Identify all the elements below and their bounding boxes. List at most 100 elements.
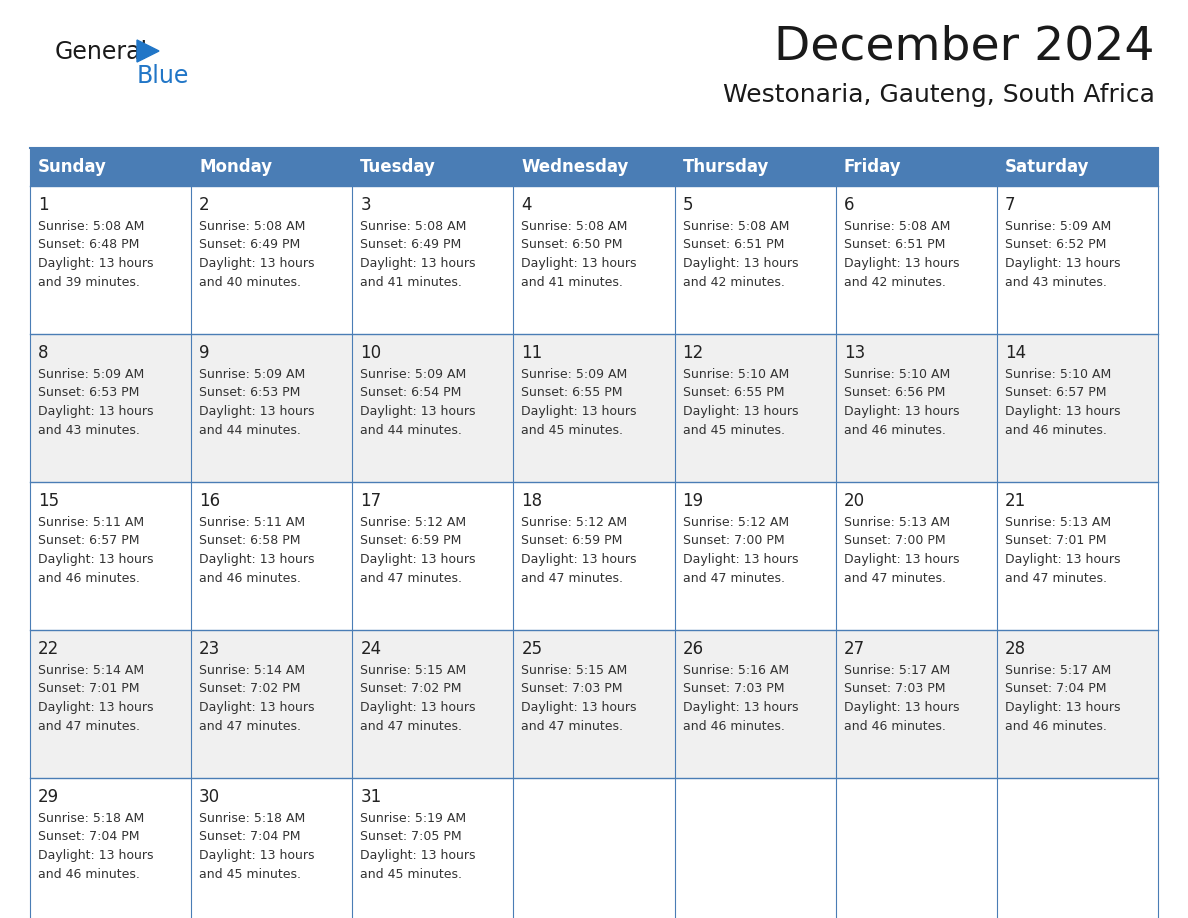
Text: Sunset: 7:03 PM: Sunset: 7:03 PM (843, 682, 946, 696)
Text: Sunset: 6:58 PM: Sunset: 6:58 PM (200, 534, 301, 547)
Bar (191, 148, 353, 186)
Text: and 44 minutes.: and 44 minutes. (360, 423, 462, 436)
Text: Sunrise: 5:08 AM: Sunrise: 5:08 AM (843, 220, 950, 233)
Text: 7: 7 (1005, 196, 1016, 214)
Bar (675, 778, 835, 918)
Text: 31: 31 (360, 788, 381, 806)
Text: and 46 minutes.: and 46 minutes. (1005, 423, 1107, 436)
Text: Daylight: 13 hours: Daylight: 13 hours (360, 553, 475, 566)
Text: 29: 29 (38, 788, 59, 806)
Text: Sunrise: 5:09 AM: Sunrise: 5:09 AM (200, 368, 305, 381)
Text: Sunrise: 5:17 AM: Sunrise: 5:17 AM (843, 664, 950, 677)
Text: Sunset: 6:53 PM: Sunset: 6:53 PM (38, 386, 139, 399)
Bar (513, 482, 675, 630)
Text: Daylight: 13 hours: Daylight: 13 hours (1005, 701, 1120, 714)
Text: and 47 minutes.: and 47 minutes. (360, 720, 462, 733)
Text: Sunrise: 5:09 AM: Sunrise: 5:09 AM (38, 368, 144, 381)
Text: 25: 25 (522, 640, 543, 658)
Text: Sunset: 7:03 PM: Sunset: 7:03 PM (683, 682, 784, 696)
Text: Daylight: 13 hours: Daylight: 13 hours (683, 257, 798, 270)
Text: Saturday: Saturday (1005, 158, 1089, 176)
Text: and 46 minutes.: and 46 minutes. (38, 868, 140, 880)
Text: Daylight: 13 hours: Daylight: 13 hours (522, 405, 637, 418)
Text: Daylight: 13 hours: Daylight: 13 hours (360, 257, 475, 270)
Bar (353, 334, 513, 482)
Text: Sunset: 6:54 PM: Sunset: 6:54 PM (360, 386, 462, 399)
Text: and 45 minutes.: and 45 minutes. (683, 423, 784, 436)
Text: Daylight: 13 hours: Daylight: 13 hours (200, 849, 315, 862)
Text: and 47 minutes.: and 47 minutes. (522, 720, 624, 733)
Text: Daylight: 13 hours: Daylight: 13 hours (522, 257, 637, 270)
Bar (513, 778, 675, 918)
Text: and 47 minutes.: and 47 minutes. (360, 572, 462, 585)
Bar (675, 186, 835, 334)
Text: 10: 10 (360, 344, 381, 362)
Bar (191, 482, 353, 630)
Text: Sunset: 6:53 PM: Sunset: 6:53 PM (200, 386, 301, 399)
Polygon shape (137, 40, 159, 62)
Text: and 46 minutes.: and 46 minutes. (843, 423, 946, 436)
Text: Sunrise: 5:13 AM: Sunrise: 5:13 AM (1005, 516, 1111, 529)
Bar (835, 148, 997, 186)
Text: and 46 minutes.: and 46 minutes. (843, 720, 946, 733)
Text: and 43 minutes.: and 43 minutes. (38, 423, 140, 436)
Text: Friday: Friday (843, 158, 902, 176)
Text: and 45 minutes.: and 45 minutes. (360, 868, 462, 880)
Text: Daylight: 13 hours: Daylight: 13 hours (843, 553, 959, 566)
Text: Daylight: 13 hours: Daylight: 13 hours (38, 553, 153, 566)
Bar (997, 148, 1158, 186)
Bar (997, 778, 1158, 918)
Bar (30, 148, 191, 186)
Text: and 47 minutes.: and 47 minutes. (522, 572, 624, 585)
Text: Thursday: Thursday (683, 158, 769, 176)
Text: Sunset: 6:56 PM: Sunset: 6:56 PM (843, 386, 946, 399)
Text: and 47 minutes.: and 47 minutes. (200, 720, 301, 733)
Bar (997, 186, 1158, 334)
Text: 3: 3 (360, 196, 371, 214)
Text: and 41 minutes.: and 41 minutes. (522, 275, 624, 288)
Text: Sunrise: 5:18 AM: Sunrise: 5:18 AM (200, 812, 305, 825)
Text: and 42 minutes.: and 42 minutes. (843, 275, 946, 288)
Bar (997, 334, 1158, 482)
Text: 21: 21 (1005, 492, 1026, 510)
Text: and 46 minutes.: and 46 minutes. (1005, 720, 1107, 733)
Text: 30: 30 (200, 788, 220, 806)
Text: Sunrise: 5:10 AM: Sunrise: 5:10 AM (683, 368, 789, 381)
Text: Sunset: 6:55 PM: Sunset: 6:55 PM (683, 386, 784, 399)
Bar (513, 630, 675, 778)
Text: 2: 2 (200, 196, 210, 214)
Text: Daylight: 13 hours: Daylight: 13 hours (200, 257, 315, 270)
Text: and 47 minutes.: and 47 minutes. (683, 572, 784, 585)
Text: Sunrise: 5:11 AM: Sunrise: 5:11 AM (200, 516, 305, 529)
Text: Daylight: 13 hours: Daylight: 13 hours (1005, 553, 1120, 566)
Text: 13: 13 (843, 344, 865, 362)
Text: Sunset: 6:59 PM: Sunset: 6:59 PM (360, 534, 462, 547)
Text: Daylight: 13 hours: Daylight: 13 hours (360, 405, 475, 418)
Text: 15: 15 (38, 492, 59, 510)
Bar (191, 334, 353, 482)
Text: 12: 12 (683, 344, 703, 362)
Text: Sunrise: 5:11 AM: Sunrise: 5:11 AM (38, 516, 144, 529)
Text: and 45 minutes.: and 45 minutes. (522, 423, 624, 436)
Text: 24: 24 (360, 640, 381, 658)
Text: Sunrise: 5:14 AM: Sunrise: 5:14 AM (200, 664, 305, 677)
Text: Daylight: 13 hours: Daylight: 13 hours (522, 553, 637, 566)
Text: Sunset: 6:50 PM: Sunset: 6:50 PM (522, 239, 623, 252)
Text: Sunset: 6:51 PM: Sunset: 6:51 PM (683, 239, 784, 252)
Bar (835, 186, 997, 334)
Bar (353, 148, 513, 186)
Text: 11: 11 (522, 344, 543, 362)
Text: Daylight: 13 hours: Daylight: 13 hours (522, 701, 637, 714)
Text: Sunset: 7:04 PM: Sunset: 7:04 PM (38, 831, 139, 844)
Text: Sunset: 6:49 PM: Sunset: 6:49 PM (360, 239, 461, 252)
Text: Daylight: 13 hours: Daylight: 13 hours (200, 553, 315, 566)
Text: Daylight: 13 hours: Daylight: 13 hours (38, 257, 153, 270)
Text: 20: 20 (843, 492, 865, 510)
Text: Sunset: 6:59 PM: Sunset: 6:59 PM (522, 534, 623, 547)
Bar (30, 630, 191, 778)
Text: 23: 23 (200, 640, 221, 658)
Text: and 45 minutes.: and 45 minutes. (200, 868, 301, 880)
Text: Sunset: 6:51 PM: Sunset: 6:51 PM (843, 239, 946, 252)
Text: Daylight: 13 hours: Daylight: 13 hours (683, 553, 798, 566)
Text: Sunrise: 5:08 AM: Sunrise: 5:08 AM (683, 220, 789, 233)
